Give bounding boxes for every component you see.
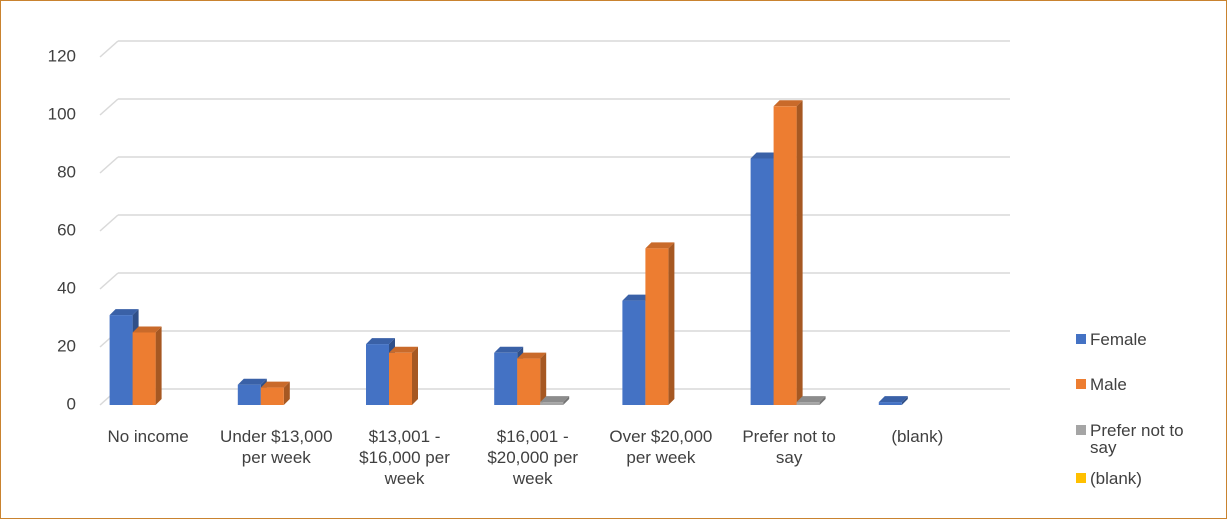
x-tick-label: Prefer not to say <box>742 427 836 467</box>
bar-side <box>540 352 547 405</box>
bar-top <box>750 152 780 159</box>
bar <box>366 344 389 405</box>
bar <box>773 106 797 406</box>
bar-top <box>132 326 162 333</box>
bar-top <box>796 396 826 403</box>
bar-side <box>901 396 908 405</box>
bar-side <box>155 326 162 405</box>
grid-depth <box>99 272 119 290</box>
bar-side <box>819 396 826 405</box>
bar-top <box>260 381 290 388</box>
x-tick-label: Under $13,000 per week <box>220 427 333 467</box>
x-tick-label: (blank) <box>891 427 944 446</box>
legend-label: Female <box>1090 330 1147 349</box>
bar-top <box>517 352 547 359</box>
y-tick-label: 40 <box>57 278 76 297</box>
bar <box>622 300 646 405</box>
bar-side <box>412 346 418 405</box>
y-tick-label: 0 <box>67 394 76 413</box>
x-tick-label: No income <box>107 427 189 446</box>
bar-top <box>773 100 803 107</box>
grid-depth <box>99 40 119 58</box>
legend-label: Male <box>1090 375 1127 394</box>
bar-side <box>283 381 290 405</box>
bar <box>796 402 820 405</box>
bar <box>132 332 156 405</box>
y-tick-label: 80 <box>57 162 76 181</box>
bar-top <box>540 396 570 403</box>
grid-depth <box>99 156 119 174</box>
legend-swatch <box>1076 379 1086 389</box>
bar-top <box>109 309 139 316</box>
legend-label: (blank) <box>1090 469 1142 488</box>
bar-top <box>622 294 652 301</box>
legend-swatch <box>1076 473 1086 483</box>
y-tick-label: 20 <box>57 336 76 355</box>
bar-top <box>237 378 267 385</box>
x-tick-label: Over $20,000 per week <box>609 427 713 467</box>
x-tick-label: $16,001 - $20,000 per week <box>487 427 579 488</box>
bar-top <box>645 242 675 249</box>
bar <box>494 352 518 405</box>
bar <box>389 352 412 405</box>
grid-depth <box>99 214 119 232</box>
bar <box>750 158 774 405</box>
y-tick-label: 120 <box>48 46 76 65</box>
bar <box>237 384 261 405</box>
y-tick-label: 100 <box>48 104 76 123</box>
bar-top <box>494 346 524 353</box>
legend-swatch <box>1076 425 1086 435</box>
bar <box>645 248 669 405</box>
bar-side <box>796 100 803 406</box>
bar <box>260 387 284 405</box>
y-tick-label: 60 <box>57 220 76 239</box>
bar-side <box>668 242 675 405</box>
grid-depth <box>99 98 119 116</box>
legend-swatch <box>1076 334 1086 344</box>
bar <box>540 402 564 405</box>
legend-label: Prefer not to say <box>1090 421 1184 457</box>
bar <box>109 315 133 405</box>
bar-side <box>563 396 570 405</box>
x-tick-label: $13,001 - $16,000 per week <box>359 427 450 488</box>
bar-top <box>366 338 395 345</box>
bar-top <box>389 346 418 353</box>
bar-top <box>878 396 908 403</box>
bar <box>517 358 541 405</box>
bar <box>878 402 902 405</box>
